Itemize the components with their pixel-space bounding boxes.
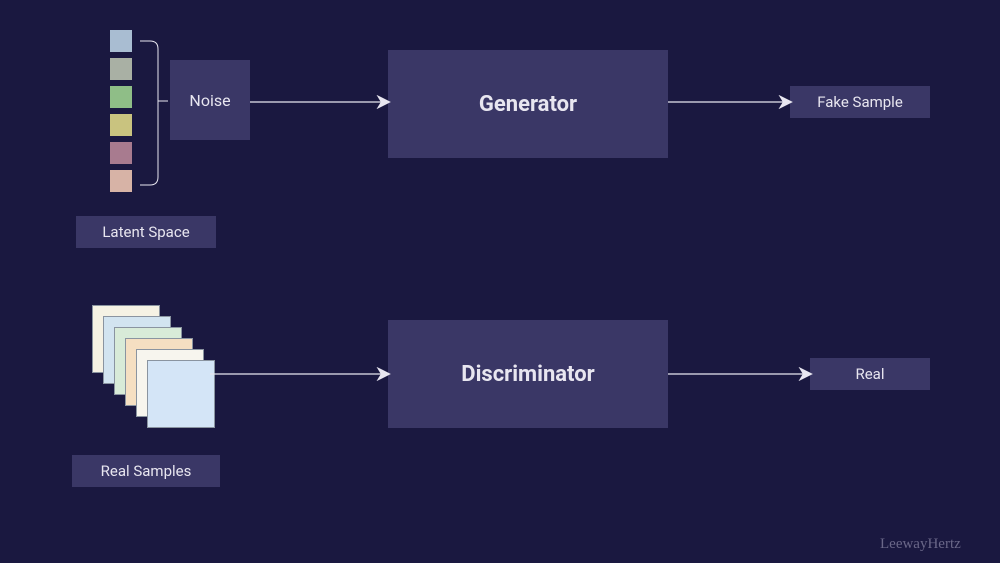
latent-swatch (110, 142, 132, 164)
real-output-label: Real (855, 365, 884, 383)
latent-space-label: Latent Space (102, 223, 189, 241)
latent-space-label-box: Latent Space (76, 216, 216, 248)
real-output-box: Real (810, 358, 930, 390)
noise-label: Noise (189, 91, 230, 110)
latent-swatch (110, 30, 132, 52)
fake-sample-box: Fake Sample (790, 86, 930, 118)
watermark-text: LeewayHertz (880, 536, 961, 552)
latent-swatch (110, 86, 132, 108)
noise-box: Noise (170, 60, 250, 140)
watermark: LeewayHertz (880, 536, 961, 553)
discriminator-box: Discriminator (388, 320, 668, 428)
discriminator-label: Discriminator (461, 362, 594, 387)
generator-label: Generator (479, 92, 577, 117)
generator-box: Generator (388, 50, 668, 158)
latent-swatch (110, 114, 132, 136)
real-samples-label: Real Samples (101, 462, 192, 480)
real-samples-label-box: Real Samples (72, 455, 220, 487)
latent-swatch (110, 58, 132, 80)
latent-swatch (110, 170, 132, 192)
real-sample-card (147, 360, 215, 428)
fake-sample-label: Fake Sample (817, 93, 903, 111)
